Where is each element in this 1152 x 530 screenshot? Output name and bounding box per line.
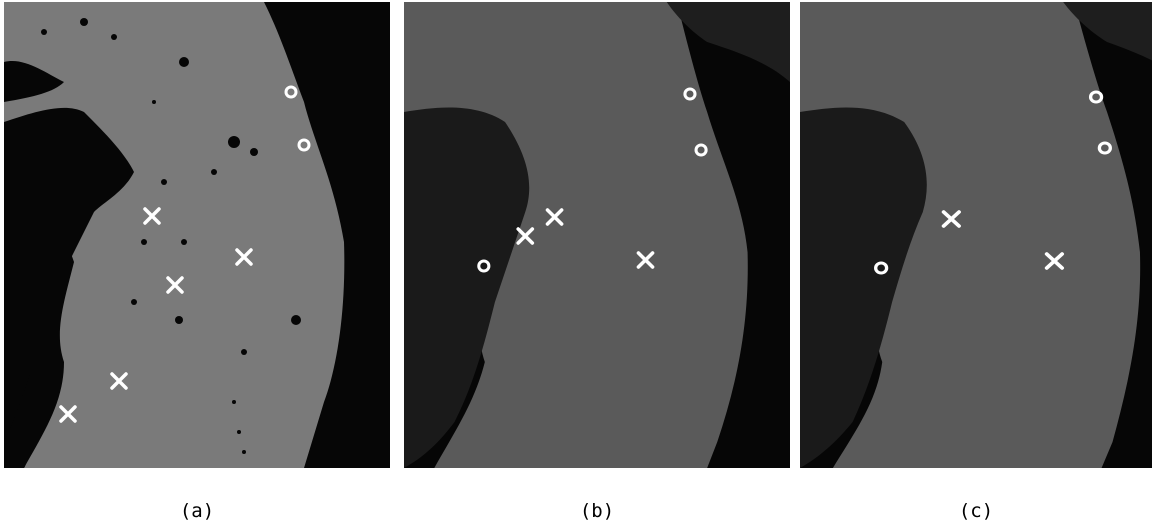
x-marker xyxy=(636,251,655,269)
x-marker xyxy=(59,405,77,423)
x-marker xyxy=(941,210,961,228)
o-marker xyxy=(284,85,298,99)
x-marker xyxy=(143,207,161,225)
x-marker xyxy=(516,227,535,245)
o-marker xyxy=(1097,141,1112,155)
x-markers-b xyxy=(516,208,655,269)
caption-a: (a) xyxy=(179,500,215,522)
o-marker xyxy=(874,261,889,275)
x-markers-a xyxy=(59,207,253,423)
satellite-image-a xyxy=(4,2,390,468)
x-markers-c xyxy=(941,210,1065,270)
x-marker xyxy=(110,372,128,390)
panel-a xyxy=(4,2,390,468)
x-marker xyxy=(235,248,253,266)
satellite-image-c xyxy=(800,2,1152,468)
o-markers-a xyxy=(284,85,311,152)
o-markers-b xyxy=(477,87,708,273)
panel-b xyxy=(404,2,790,468)
o-marker xyxy=(1088,90,1104,104)
o-marker xyxy=(694,143,708,157)
x-marker xyxy=(545,208,564,226)
satellite-image-b xyxy=(404,2,790,468)
x-marker xyxy=(1044,252,1065,270)
o-markers-c xyxy=(874,90,1112,275)
caption-b: (b) xyxy=(579,500,615,522)
o-marker xyxy=(477,259,491,273)
x-marker xyxy=(166,276,184,294)
o-marker xyxy=(683,87,697,101)
panel-c xyxy=(800,2,1152,468)
o-marker xyxy=(297,138,311,152)
caption-c: (c) xyxy=(958,500,994,522)
